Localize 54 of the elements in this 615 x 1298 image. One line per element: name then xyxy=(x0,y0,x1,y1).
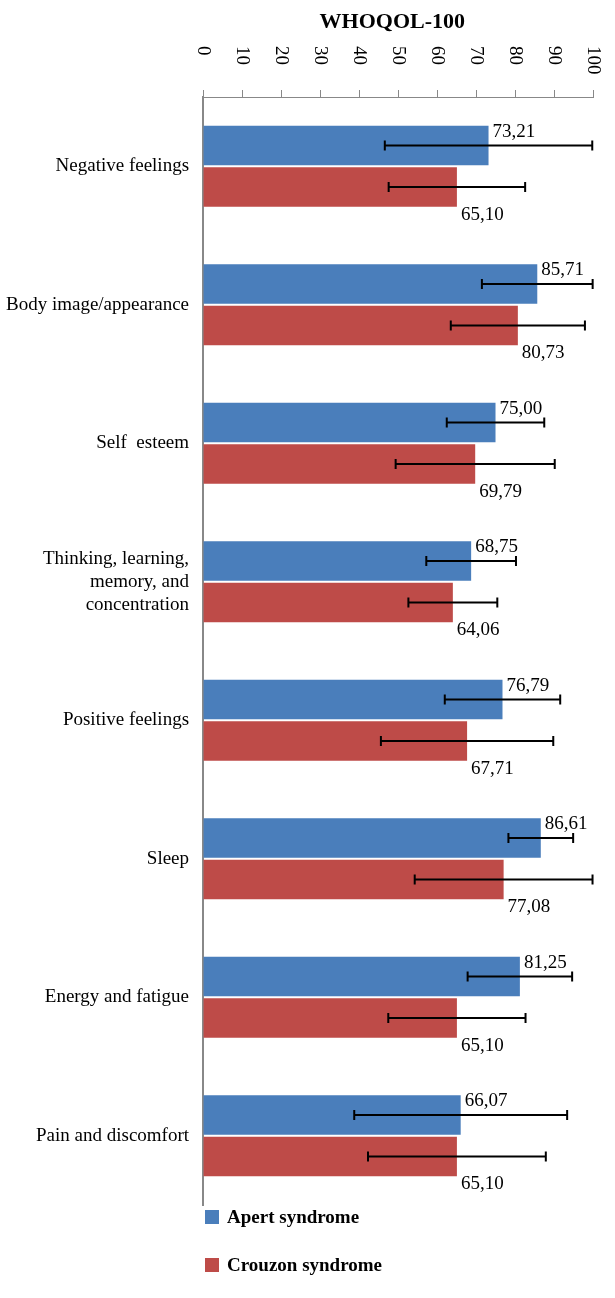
x-tick-label: 50 xyxy=(389,46,411,65)
bar xyxy=(203,264,538,304)
data-label: 75,00 xyxy=(499,396,543,418)
y-tick-label: Thinking, learning, memory, and concentration xyxy=(42,546,190,614)
data-label: 76,79 xyxy=(506,673,550,695)
y-tick-label: Self esteem xyxy=(96,431,190,453)
bar xyxy=(203,125,489,166)
x-tick-label: 0 xyxy=(194,46,216,56)
y-tick-label: Negative feelings xyxy=(55,154,190,176)
bar xyxy=(203,305,518,346)
data-label: 85,71 xyxy=(541,258,585,280)
chart-title: WHOQOL-100 xyxy=(318,8,466,34)
x-tick-label: 80 xyxy=(506,46,528,65)
data-label: 81,25 xyxy=(523,950,567,972)
x-tick-label: 20 xyxy=(272,46,294,65)
bar xyxy=(203,956,520,997)
bar xyxy=(203,859,504,900)
data-label: 80,73 xyxy=(521,341,565,363)
bar xyxy=(203,818,541,858)
y-tick-label: Positive feelings xyxy=(62,708,190,730)
data-label: 65,10 xyxy=(460,1033,504,1055)
y-tick-label: Pain and discomfort xyxy=(36,1123,190,1145)
bar xyxy=(203,402,496,443)
x-tick-label: 10 xyxy=(233,46,255,65)
bar xyxy=(203,998,457,1038)
data-label: 69,79 xyxy=(479,479,522,501)
bar xyxy=(203,1095,461,1135)
data-label: 66,07 xyxy=(464,1089,508,1111)
data-label: 65,10 xyxy=(460,202,504,224)
bar xyxy=(203,541,472,581)
x-tick-label: 30 xyxy=(311,46,333,65)
data-label: 64,06 xyxy=(456,618,500,640)
data-label: 67,71 xyxy=(471,756,514,778)
bar xyxy=(203,444,476,484)
x-tick-label: 70 xyxy=(467,46,489,65)
bar xyxy=(203,1136,457,1177)
bar xyxy=(203,167,457,207)
y-tick-label: Energy and fatigue xyxy=(44,985,190,1007)
data-label: 68,75 xyxy=(475,535,518,557)
y-tick-label: Sleep xyxy=(146,846,190,868)
data-label: 77,08 xyxy=(507,895,551,917)
bar xyxy=(203,582,453,623)
bar xyxy=(203,721,468,761)
x-tick-label: 90 xyxy=(545,46,567,65)
x-tick-label: 40 xyxy=(350,46,372,65)
data-label: 65,10 xyxy=(460,1172,504,1194)
x-tick-label: 60 xyxy=(428,46,450,65)
legend-label: Crouzon syndrome xyxy=(227,1254,383,1276)
y-tick-label: Body image/appearance xyxy=(5,292,190,314)
x-tick-label: 100 xyxy=(584,46,606,75)
legend-label: Apert syndrome xyxy=(227,1206,360,1228)
data-label: 73,21 xyxy=(492,119,536,141)
data-label: 86,61 xyxy=(544,812,588,834)
bar xyxy=(203,679,503,720)
